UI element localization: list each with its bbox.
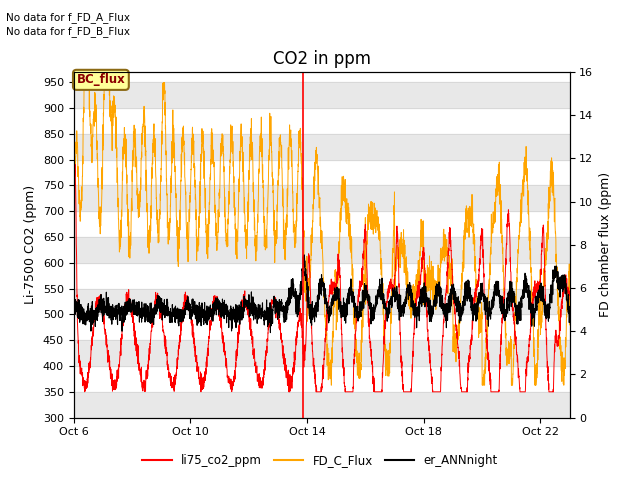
Bar (74, 237, 570, 263)
Text: No data for f_FD_B_Flux: No data for f_FD_B_Flux (6, 26, 131, 37)
Legend: li75_co2_ppm, FD_C_Flux, er_ANNnight: li75_co2_ppm, FD_C_Flux, er_ANNnight (138, 449, 502, 472)
Title: CO2 in ppm: CO2 in ppm (273, 49, 371, 68)
Bar (74, 288, 570, 314)
Bar (74, 82, 570, 108)
Bar (74, 134, 570, 160)
Y-axis label: FD chamber flux (ppm): FD chamber flux (ppm) (599, 172, 612, 317)
Text: BC_flux: BC_flux (77, 73, 125, 86)
Bar (74, 392, 570, 418)
Text: No data for f_FD_A_Flux: No data for f_FD_A_Flux (6, 12, 131, 23)
Y-axis label: Li-7500 CO2 (ppm): Li-7500 CO2 (ppm) (24, 185, 37, 304)
Bar (74, 340, 570, 366)
Bar (74, 185, 570, 211)
